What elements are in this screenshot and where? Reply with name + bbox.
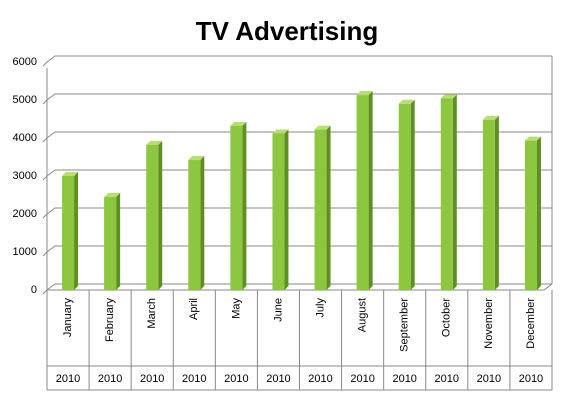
x-tick-label: November	[483, 298, 495, 349]
chart-title: TV Advertising	[196, 16, 379, 46]
bar-side	[116, 192, 121, 290]
x-tick-label: October	[441, 298, 453, 337]
bar-top	[146, 140, 163, 145]
bar	[314, 129, 327, 290]
bar-top	[482, 115, 499, 120]
bar	[188, 160, 201, 290]
bar-top	[398, 99, 415, 104]
group-label: 2010	[308, 373, 332, 385]
group-label: 2010	[477, 373, 501, 385]
group-label: 2010	[266, 373, 290, 385]
group-label: 2010	[435, 373, 459, 385]
bar	[146, 144, 159, 290]
group-label: 2010	[98, 373, 122, 385]
bar-group	[230, 121, 247, 290]
bar-side	[74, 172, 79, 290]
bar-side	[368, 91, 373, 290]
bar-top	[356, 91, 373, 96]
bar-top	[104, 192, 121, 197]
bar-group	[62, 172, 79, 290]
bar-side	[242, 121, 247, 290]
x-tick-label: May	[230, 298, 242, 319]
bar-group	[314, 125, 331, 290]
y-tick-label: 4000	[13, 132, 37, 144]
bar-side	[200, 156, 205, 290]
group-label: 2010	[392, 373, 416, 385]
bar-group	[104, 192, 121, 290]
bar-side	[326, 125, 331, 290]
bar	[524, 140, 537, 290]
bar	[356, 95, 369, 290]
bar-side	[536, 136, 541, 290]
x-tick-label: August	[357, 298, 369, 332]
y-tick-label: 2000	[13, 208, 37, 220]
floor-edge	[47, 283, 553, 291]
bar-group	[146, 140, 163, 290]
bar-side	[158, 140, 163, 290]
bar-top	[272, 129, 289, 134]
bar-side	[452, 94, 457, 290]
group-label: 2010	[519, 373, 543, 385]
y-tick-label: 6000	[13, 56, 37, 68]
bar	[62, 176, 75, 290]
group-label: 2010	[350, 373, 374, 385]
x-tick-label: February	[104, 298, 116, 343]
grid-line	[42, 207, 552, 219]
grid-line	[42, 55, 552, 67]
bar	[104, 196, 117, 290]
bar-group	[188, 156, 205, 290]
bar-top	[62, 172, 79, 176]
bar-group	[524, 136, 541, 290]
bar-top	[440, 94, 457, 99]
grid-line	[42, 245, 552, 257]
bar-side	[494, 115, 499, 290]
bar-group	[398, 99, 415, 290]
group-label: 2010	[182, 373, 206, 385]
bar-group	[440, 94, 457, 290]
y-tick-label: 0	[31, 284, 37, 296]
group-label: 2010	[140, 373, 164, 385]
x-tick-label: June	[272, 298, 284, 322]
bar-group	[356, 91, 373, 290]
y-tick-label: 5000	[13, 94, 37, 106]
bar	[398, 103, 411, 290]
bar	[230, 125, 243, 290]
bar	[440, 98, 453, 290]
bar-side	[410, 99, 415, 290]
y-tick-label: 3000	[13, 170, 37, 182]
bar-top	[524, 136, 541, 141]
x-tick-label: March	[146, 298, 158, 329]
bar-top	[188, 156, 205, 161]
grid-line	[42, 283, 552, 295]
grid-line	[42, 169, 552, 181]
x-tick-label: July	[314, 298, 326, 318]
bar	[272, 133, 285, 290]
x-tick-label: September	[399, 298, 411, 352]
bar-top	[230, 121, 247, 126]
bar-group	[482, 115, 499, 290]
grid-line	[42, 131, 552, 143]
bar-group	[272, 129, 289, 290]
y-tick-label: 1000	[13, 246, 37, 258]
grid-line	[42, 93, 552, 105]
bar	[482, 119, 495, 290]
x-tick-label: April	[188, 298, 200, 320]
x-tick-label: January	[62, 298, 74, 338]
bar-side	[284, 129, 289, 290]
group-label: 2010	[56, 373, 80, 385]
x-tick-label: December	[525, 298, 537, 349]
group-label: 2010	[224, 373, 248, 385]
bar-top	[314, 125, 331, 130]
